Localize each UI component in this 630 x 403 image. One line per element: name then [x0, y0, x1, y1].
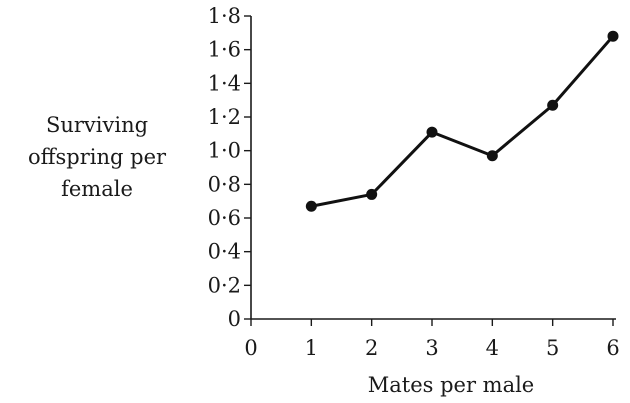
x-axis-ticks: 0 1 2 3 4 5 6 — [244, 319, 620, 360]
y-tick-label: 1·8 — [208, 4, 241, 28]
y-axis-ticks: 0 0·2 0·4 0·6 0·8 1·0 1·2 1·4 1·6 1·8 — [208, 4, 251, 331]
y-tick-label: 0·4 — [208, 240, 241, 264]
y-tick-label: 0·6 — [208, 206, 241, 230]
x-tick-label: 4 — [486, 336, 499, 360]
x-tick-label: 0 — [244, 336, 257, 360]
y-axis-title-line-1: Surviving — [46, 113, 148, 137]
data-point — [547, 99, 559, 111]
y-axis-title-line-2: offspring per — [28, 145, 167, 169]
x-tick-label: 2 — [365, 336, 378, 360]
x-axis-title: Mates per male — [368, 373, 535, 397]
data-point — [305, 200, 317, 212]
y-axis-title-line-3: female — [61, 177, 133, 201]
x-tick-label: 6 — [606, 336, 619, 360]
y-tick-label: 1·2 — [208, 105, 241, 129]
data-point — [607, 30, 619, 42]
y-tick-label: 0·8 — [208, 172, 241, 196]
y-tick-label: 1·6 — [208, 38, 241, 62]
x-tick-label: 1 — [305, 336, 318, 360]
y-tick-label: 1·0 — [208, 139, 241, 163]
y-tick-label: 1·4 — [208, 71, 241, 95]
y-axis-title: Surviving offspring per female — [28, 113, 167, 201]
y-tick-label: 0 — [228, 307, 241, 331]
x-tick-label: 3 — [425, 336, 438, 360]
x-tick-label: 5 — [546, 336, 559, 360]
series-layer — [305, 30, 619, 212]
y-tick-label: 0·2 — [208, 273, 241, 297]
series-line — [311, 35, 615, 208]
data-point — [486, 150, 498, 162]
data-point — [426, 126, 438, 138]
data-point — [366, 188, 378, 200]
